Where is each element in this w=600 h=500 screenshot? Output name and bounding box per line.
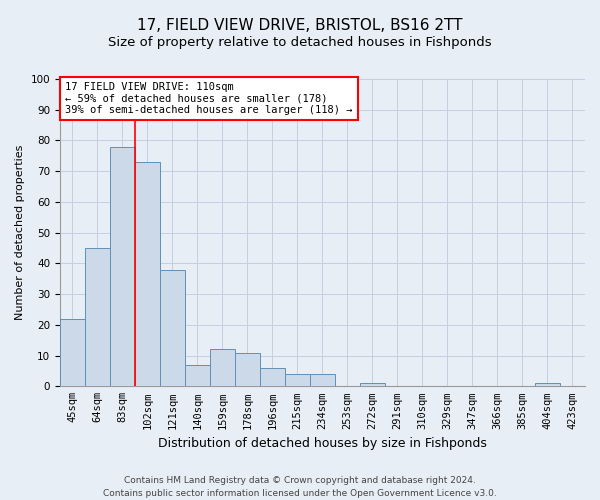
X-axis label: Distribution of detached houses by size in Fishponds: Distribution of detached houses by size … bbox=[158, 437, 487, 450]
Bar bbox=[135, 162, 160, 386]
Bar bbox=[235, 352, 260, 386]
Text: 17, FIELD VIEW DRIVE, BRISTOL, BS16 2TT: 17, FIELD VIEW DRIVE, BRISTOL, BS16 2TT bbox=[137, 18, 463, 32]
Bar bbox=[160, 270, 185, 386]
Bar bbox=[535, 383, 560, 386]
Bar bbox=[285, 374, 310, 386]
Bar bbox=[260, 368, 285, 386]
Bar bbox=[60, 318, 85, 386]
Y-axis label: Number of detached properties: Number of detached properties bbox=[15, 145, 25, 320]
Bar bbox=[110, 146, 135, 386]
Text: Size of property relative to detached houses in Fishponds: Size of property relative to detached ho… bbox=[108, 36, 492, 49]
Text: Contains HM Land Registry data © Crown copyright and database right 2024.
Contai: Contains HM Land Registry data © Crown c… bbox=[103, 476, 497, 498]
Bar bbox=[310, 374, 335, 386]
Bar bbox=[360, 383, 385, 386]
Bar bbox=[185, 365, 210, 386]
Bar bbox=[210, 350, 235, 387]
Bar bbox=[85, 248, 110, 386]
Text: 17 FIELD VIEW DRIVE: 110sqm
← 59% of detached houses are smaller (178)
39% of se: 17 FIELD VIEW DRIVE: 110sqm ← 59% of det… bbox=[65, 82, 353, 116]
